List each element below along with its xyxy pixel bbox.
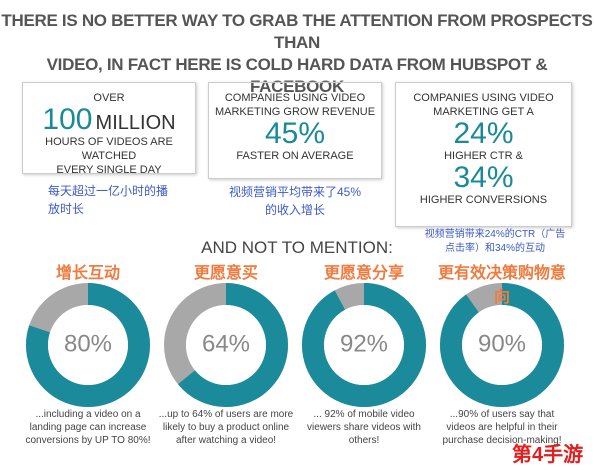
chinese-note: 视频营销平均带来了45%的收入增长 xyxy=(228,185,362,217)
stat-text: COMPANIES USING VIDEO xyxy=(413,92,554,104)
stat-text: HIGHER CTR & xyxy=(444,150,523,162)
donut-arc xyxy=(164,283,288,407)
donut-label: 90% xyxy=(478,330,526,357)
chinese-note: 每天超过一亿小时的播放时长 xyxy=(48,184,169,216)
donut-caption: ...including a video on a landing page c… xyxy=(25,409,151,446)
donut-hole xyxy=(48,305,128,385)
donut-heading: 更有效决策购物意向 xyxy=(437,265,566,306)
stat-text: MILLION xyxy=(95,112,176,134)
title-line: VIDEO, IN FACT HERE IS COLD HARD DATA FR… xyxy=(46,55,548,96)
watermark: 第4手游 xyxy=(512,444,584,466)
stat-text: COMPANIES USING VIDEO xyxy=(224,92,366,104)
stat-text: MARKETING GROW REVENUE xyxy=(214,106,376,118)
title-line: THERE IS NO BETTER WAY TO GRAB THE ATTEN… xyxy=(1,11,593,52)
donut-hole xyxy=(186,305,266,385)
donut-arc xyxy=(440,283,564,407)
donut-label: 92% xyxy=(340,330,388,357)
stat-text: HIGHER CONVERSIONS xyxy=(419,194,548,206)
stat-number: 34% xyxy=(453,161,514,194)
donut-arc xyxy=(302,283,426,407)
stat-text: OVER xyxy=(93,92,125,104)
stat-text: EVERY SINGLE DAY xyxy=(56,164,162,176)
stat-number: 100 xyxy=(42,103,93,136)
donut-label: 80% xyxy=(64,330,112,357)
subheading: AND NOT TO MENTION: xyxy=(201,238,393,257)
chinese-note: 视频营销带来24%的CTR（广告点击率）和34%的互动 xyxy=(424,229,566,254)
stat-number: 45% xyxy=(264,117,326,150)
stat-text: HOURS OF VIDEOS ARE WATCHED xyxy=(45,136,173,162)
title: THERE IS NO BETTER WAY TO GRAB THE ATTEN… xyxy=(0,10,594,98)
donut-caption: ...90% of users say that videos are help… xyxy=(442,409,562,446)
stat-box: COMPANIES USING VIDEO MARKETING GROW REV… xyxy=(208,82,382,179)
donut-hole xyxy=(324,305,404,385)
stat-number: 24% xyxy=(453,117,514,150)
donut-heading: 增长互动 xyxy=(55,265,120,282)
donut-caption: ...up to 64% of users are more likely to… xyxy=(158,409,294,446)
donut-label: 64% xyxy=(202,330,250,357)
donut-arc xyxy=(26,283,150,407)
donut-heading: 更愿意分享 xyxy=(323,265,404,282)
stat-text: FASTER ON AVERAGE xyxy=(236,150,354,162)
donut-heading: 更愿意买 xyxy=(193,265,258,282)
stat-text: MARKETING GET A xyxy=(433,106,534,118)
donut-caption: ... 92% of mobile video viewers share vi… xyxy=(307,409,421,446)
stat-box: COMPANIES USING VIDEO MARKETING GET A 24… xyxy=(395,82,572,227)
donut-hole xyxy=(462,305,542,385)
stat-box: OVER 100 MILLION HOURS OF VIDEOS ARE WAT… xyxy=(22,82,196,176)
